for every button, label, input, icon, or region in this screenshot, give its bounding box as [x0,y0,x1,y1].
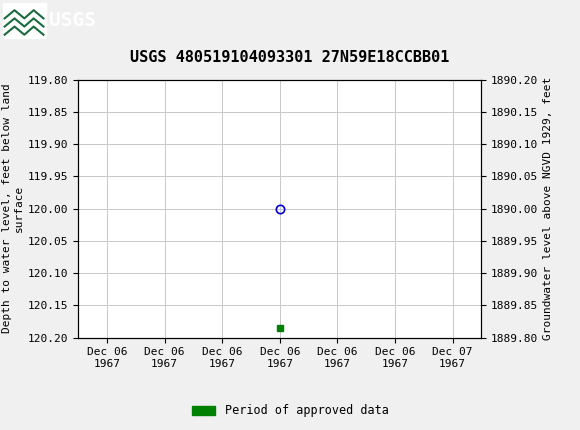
Legend: Period of approved data: Period of approved data [187,399,393,422]
Text: USGS: USGS [49,11,96,30]
Text: USGS 480519104093301 27N59E18CCBB01: USGS 480519104093301 27N59E18CCBB01 [130,49,450,64]
FancyBboxPatch shape [3,3,46,37]
Y-axis label: Groundwater level above NGVD 1929, feet: Groundwater level above NGVD 1929, feet [542,77,553,340]
Y-axis label: Depth to water level, feet below land
surface: Depth to water level, feet below land su… [2,84,24,333]
